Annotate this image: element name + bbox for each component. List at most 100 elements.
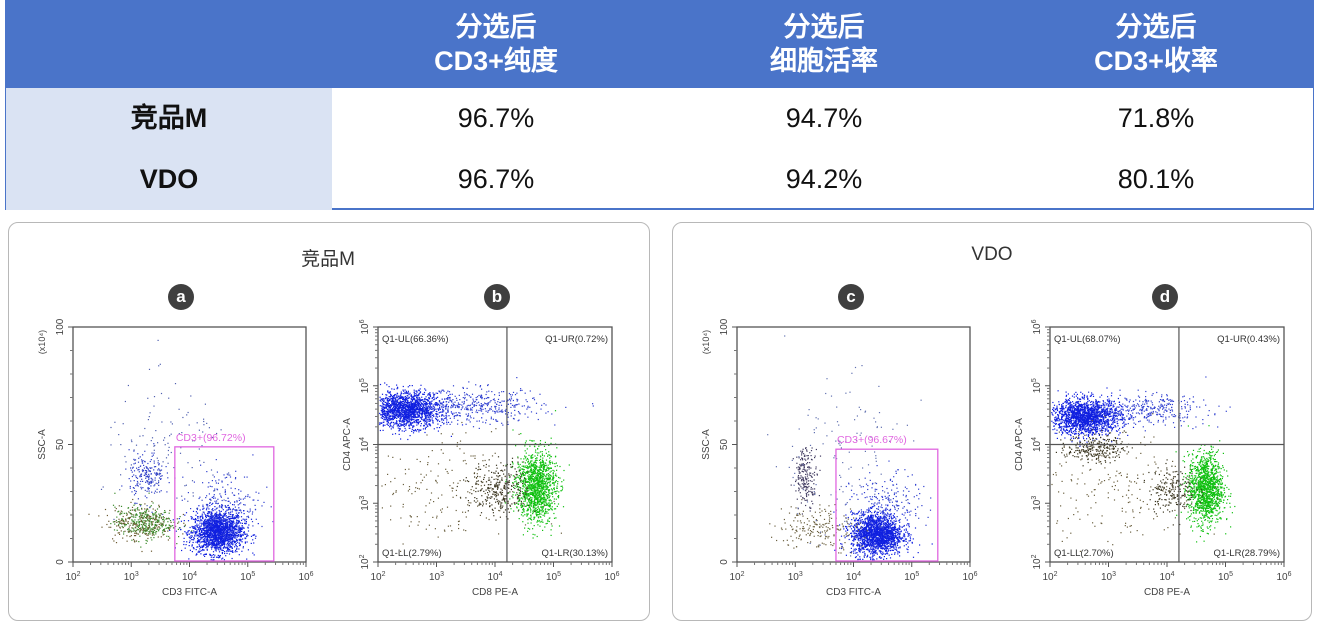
event-dot [503,400,505,402]
event-dot [222,541,224,543]
event-dot [226,509,228,511]
event-dot [160,513,162,515]
event-dot [193,518,195,520]
event-dot [205,533,207,535]
event-dot [218,522,220,524]
event-dot [194,531,196,533]
event-dot [167,530,169,532]
event-dot [216,539,218,541]
event-dot [88,513,90,515]
event-dot [212,539,215,541]
event-dot [205,521,207,523]
event-dot [200,516,202,518]
event-dot [384,415,386,417]
event-dot [142,480,144,482]
event-dot [229,544,231,546]
event-dot [228,553,231,555]
event-dot [459,412,461,414]
event-dot [138,469,140,471]
event-dot [226,535,228,537]
event-dot [201,522,203,524]
event-dot [232,543,234,545]
event-dot [144,495,146,497]
event-dot [389,414,391,417]
event-dot [431,408,433,410]
event-dot [159,472,161,474]
event-dot [383,421,385,423]
event-dot [159,527,161,529]
event-dot [198,536,200,538]
event-dot [131,539,133,541]
event-dot [135,513,137,515]
event-dot [132,498,134,501]
event-dot [418,421,420,423]
event-dot [146,467,148,469]
event-dot [388,414,390,416]
event-dot [418,393,420,395]
event-dot [214,513,216,516]
event-dot [201,534,203,537]
event-dot [437,419,439,421]
event-dot [399,405,401,407]
event-dot [211,519,213,521]
event-dot [225,526,227,528]
event-dot [134,519,136,521]
event-dot [215,524,217,527]
event-dot [239,538,241,540]
event-dot [225,540,227,542]
event-dot [138,471,140,473]
event-dot [153,492,156,494]
event-dot [222,535,224,537]
event-dot [398,410,400,412]
event-dot [418,414,420,416]
event-dot [396,409,398,411]
event-dot [223,474,225,476]
event-dot [220,495,222,497]
event-dot [386,410,388,413]
event-dot [253,554,255,556]
event-dot [222,516,224,519]
event-dot [512,391,515,393]
event-dot [220,429,222,431]
event-dot [216,524,218,527]
event-dot [229,535,231,538]
event-dot [144,450,146,452]
event-dot [404,404,406,406]
event-dot [162,461,164,463]
event-dot [393,409,395,411]
event-dot [206,471,208,473]
event-dot [129,517,131,519]
event-dot [146,481,148,483]
event-dot [152,531,154,533]
event-dot [154,479,156,481]
event-dot [412,422,414,424]
event-dot [219,517,221,519]
event-dot [207,523,209,525]
event-dot [236,536,238,538]
event-dot [140,473,142,475]
event-dot [381,398,383,400]
event-dot [494,406,496,408]
event-dot [132,530,134,532]
event-dot [414,406,416,408]
event-dot [452,402,454,404]
event-dot [236,521,238,523]
event-dot [218,542,220,544]
event-dot [466,418,468,420]
event-dot [247,526,249,528]
event-dot [187,520,190,522]
event-dot [258,492,260,494]
event-dot [391,407,394,409]
event-dot [446,415,448,417]
event-dot [235,525,237,527]
event-dot [209,511,211,513]
event-dot [136,508,138,510]
event-dot [168,482,170,484]
event-dot [218,535,220,537]
event-dot [502,424,504,426]
event-dot [391,426,393,428]
event-dot [406,405,408,407]
event-dot [201,515,203,517]
event-dot [137,498,139,500]
event-dot [418,411,420,413]
